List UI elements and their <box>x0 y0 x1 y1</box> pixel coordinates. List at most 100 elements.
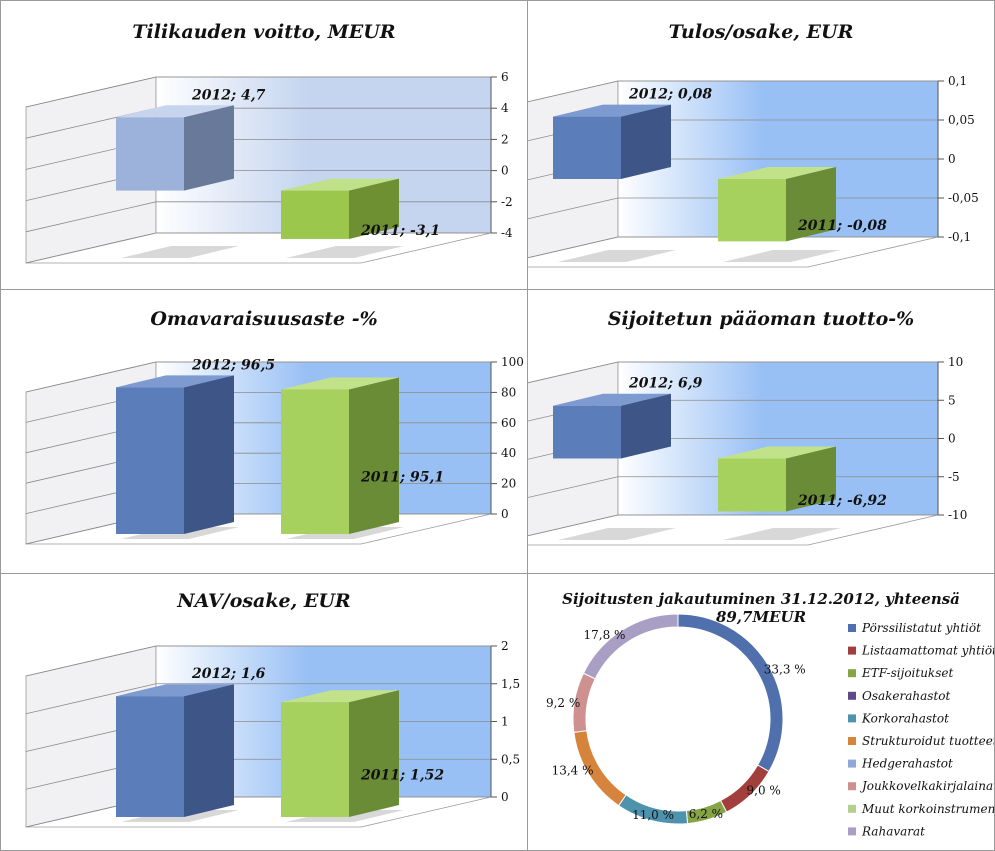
bar-side-face <box>621 104 671 179</box>
data-label: 2011; -0,08 <box>797 218 887 234</box>
gridline-side <box>25 645 157 677</box>
bar-front-face <box>116 387 184 534</box>
legend-label: Listaamattomat yhtiöt <box>861 644 995 658</box>
bar-top-face <box>281 178 399 191</box>
legend-label: Pörssilistatut yhtiöt <box>861 621 981 635</box>
gridline-side <box>528 514 619 537</box>
y-tick-label: 0,05 <box>948 113 975 127</box>
bar-chart-svg: 2 1,5 1 0,5 0 2012; 1,6 2011; 1,52 <box>25 639 520 828</box>
donut-slice <box>582 613 679 680</box>
slice-label: 11,0 % <box>632 808 674 822</box>
bar-front-face <box>718 458 786 512</box>
legend-label: Muut korkoinstrumentit <box>861 802 995 816</box>
legend-label: Hedgerahastot <box>861 757 953 771</box>
y-tick-label: 0,1 <box>948 74 967 88</box>
bar-top-face <box>281 690 399 703</box>
bar-side-face <box>621 393 671 459</box>
y-tick-label: 0 <box>501 164 509 178</box>
bar-top-face <box>553 393 671 406</box>
bar-top-face <box>718 167 836 179</box>
bar-floor-shadow <box>558 250 676 262</box>
y-tick-label: 1 <box>501 715 509 729</box>
bar-side-face <box>349 377 399 534</box>
y-tick-label: 100 <box>501 355 524 369</box>
gridline-side <box>528 236 619 259</box>
y-tick-label: 0 <box>948 432 956 446</box>
bar-floor-shadow <box>723 528 841 540</box>
y-tick-label: 2 <box>501 132 509 146</box>
gridline-side <box>528 476 619 498</box>
donut-slice <box>677 613 784 773</box>
slice-label: 6,2 % <box>689 807 723 821</box>
data-label: 2011; -3,1 <box>360 223 440 239</box>
slice-label: 17,8 % <box>583 628 625 642</box>
gridline-side <box>528 361 619 384</box>
bar-side-face <box>786 167 836 242</box>
y-tick-label: 1,5 <box>501 677 520 691</box>
bar-floor-shadow <box>558 528 676 540</box>
bar-front-face <box>116 696 184 817</box>
legend-swatch <box>848 782 856 791</box>
legend-swatch <box>848 759 856 768</box>
bar-top-face <box>553 104 671 117</box>
gridline-side <box>25 76 157 108</box>
chart-panel-sijoitusten-jakautuminen: Sijoitusten jakautuminen 31.12.2012, yht… <box>527 573 995 851</box>
y-tick-label: 40 <box>501 446 516 460</box>
bar-side-face <box>184 375 234 534</box>
bar-chart-svg: 0,1 0,05 0 -0,05 -0,1 2012; 0,08 2011; -0,08 <box>528 74 979 268</box>
bar-side-face <box>184 105 234 191</box>
data-label: 2011; 1,52 <box>360 768 444 784</box>
y-tick-label: -0,05 <box>948 191 979 205</box>
y-tick-label: 0 <box>501 507 509 521</box>
y-tick-label: 4 <box>501 101 509 115</box>
bar-front-face <box>281 389 349 534</box>
bar-front-face <box>281 190 349 239</box>
legend-swatch <box>848 737 856 745</box>
bar-top-face <box>281 377 399 390</box>
chart-title: Tilikauden voitto, MEUR <box>132 21 396 43</box>
legend-swatch <box>848 804 856 813</box>
slice-label: 13,4 % <box>552 764 594 778</box>
y-tick-label: 6 <box>501 70 509 84</box>
donut-chart-svg: 33,3 % 9,0 % 6,2 % 11,0 % 13,4 % 9,2 % 17,8 % P… <box>546 613 995 838</box>
chart-title: Tulos/osake, EUR <box>668 21 854 43</box>
y-tick-label: -4 <box>501 226 513 240</box>
bar-front-face <box>718 179 786 242</box>
y-tick-label: -0,1 <box>948 230 971 244</box>
data-label: 2011; 95,1 <box>360 470 444 486</box>
legend-label: Osakerahastot <box>862 689 951 703</box>
chart-panel-sijoitetun-paaoman-tuotto: Sijoitetun pääoman tuotto-% 10 5 0 -5 -10 201… <box>527 289 995 574</box>
chart-panel-omavaraisuusaste: Omavaraisuusaste -% 100 80 60 40 20 0 2012; 96… <box>0 289 528 574</box>
y-tick-label: -5 <box>948 470 960 484</box>
bar-front-face <box>281 702 349 817</box>
gridline-side <box>528 80 619 103</box>
legend-label: Korkorahastot <box>861 711 949 725</box>
legend-label: Joukkovelkakirjalainat <box>859 779 995 793</box>
y-tick-label: 20 <box>501 477 516 491</box>
bar-top-face <box>116 684 234 697</box>
legend-swatch <box>848 624 856 632</box>
data-label: 2012; 6,9 <box>628 376 703 392</box>
slice-label: 9,2 % <box>546 696 580 710</box>
data-label: 2012; 4,7 <box>191 87 266 103</box>
legend-label: Rahavarat <box>861 824 925 838</box>
gridline-side <box>25 683 157 715</box>
chart-panel-nav-osake: NAV/osake, EUR 2 1,5 1 0,5 0 2012; 1,6 2011; 1… <box>0 573 528 851</box>
gridline-side <box>25 201 157 233</box>
bar-side-face <box>349 690 399 817</box>
bar-side-face <box>349 178 399 239</box>
chart-title: Sijoitetun pääoman tuotto-% <box>607 308 915 330</box>
data-label: 2011; -6,92 <box>797 493 887 509</box>
legend-swatch <box>848 669 856 678</box>
y-tick-label: -10 <box>948 508 967 522</box>
data-label: 2012; 96,5 <box>191 357 275 373</box>
bar-chart-svg: 6 4 2 0 -2 -4 2012; 4,7 2011; -3,1 <box>25 70 513 264</box>
y-tick-label: 5 <box>948 393 956 407</box>
legend-swatch <box>848 691 856 700</box>
bar-top-face <box>718 446 836 459</box>
bar-floor-shadow <box>121 246 239 258</box>
y-tick-label: 0 <box>501 790 509 804</box>
legend-swatch <box>848 646 856 655</box>
bar-front-face <box>116 117 184 191</box>
